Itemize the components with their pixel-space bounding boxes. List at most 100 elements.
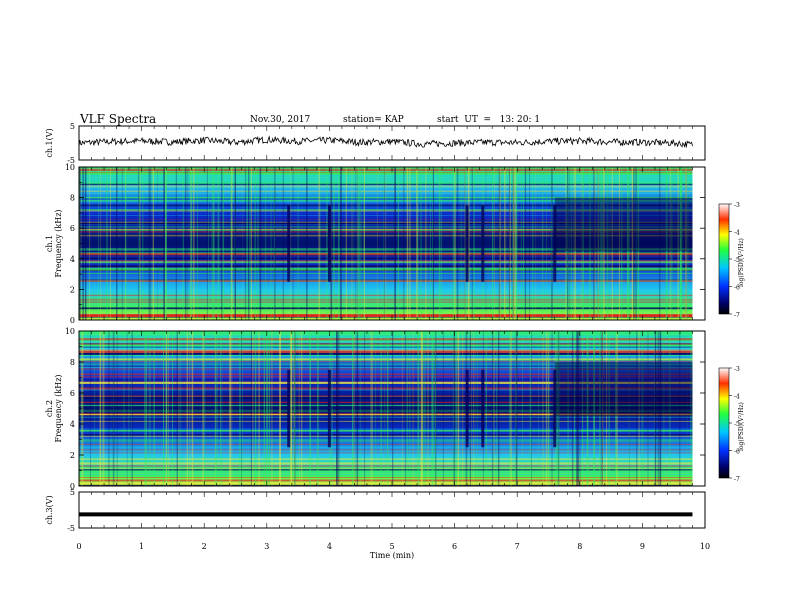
time-streak	[403, 167, 405, 320]
time-streak	[491, 331, 494, 486]
time-streak	[157, 167, 158, 320]
spectral-band	[79, 360, 693, 363]
time-streak	[597, 167, 599, 320]
time-streak	[280, 331, 281, 486]
time-streak	[603, 167, 605, 320]
time-streak	[514, 167, 517, 320]
time-streak	[144, 331, 146, 486]
time-streak	[681, 167, 683, 320]
time-streak	[165, 331, 168, 486]
spectral-band	[79, 351, 693, 353]
time-streak	[187, 167, 189, 320]
time-streak	[547, 331, 549, 486]
ch1-trace	[78, 135, 693, 148]
time-streak	[431, 331, 432, 486]
spectral-band	[79, 314, 693, 317]
time-streak	[687, 331, 688, 486]
time-streak	[90, 331, 91, 486]
time-streak	[153, 331, 155, 486]
time-streak	[197, 167, 198, 320]
time-streak	[578, 331, 580, 486]
time-streak	[635, 167, 637, 320]
time-streak	[82, 167, 84, 320]
time-streak	[417, 331, 419, 486]
time-streak	[266, 331, 268, 486]
time-streak	[681, 167, 682, 320]
time-streak	[128, 331, 130, 486]
time-streak	[635, 167, 637, 320]
spectral-band	[79, 475, 693, 477]
x-tick-label: 3	[264, 542, 269, 551]
time-streak	[392, 331, 394, 486]
time-streak	[290, 331, 292, 486]
time-streak	[406, 167, 409, 320]
x-tick-label: 9	[640, 542, 645, 551]
time-streak	[333, 167, 335, 320]
spectral-band	[79, 234, 693, 237]
time-streak	[515, 331, 518, 486]
start-time-label: start UT = 13: 20: 1	[437, 115, 541, 125]
time-streak	[509, 167, 510, 320]
time-streak	[279, 331, 281, 486]
time-streak	[616, 331, 618, 486]
time-streak	[606, 331, 608, 486]
time-streak	[454, 167, 455, 320]
time-streak	[290, 331, 291, 486]
time-streak	[336, 331, 338, 486]
time-streak	[298, 331, 300, 486]
time-streak	[254, 167, 256, 320]
spectral-band	[79, 200, 693, 202]
time-streak	[431, 331, 434, 486]
time-streak	[576, 331, 577, 486]
time-streak	[330, 167, 333, 320]
time-streak	[574, 167, 576, 320]
time-streak	[687, 167, 689, 320]
time-streak	[637, 167, 640, 320]
time-streak	[376, 167, 378, 320]
time-streak	[606, 167, 609, 320]
time-streak	[356, 167, 358, 320]
spectral-band	[79, 219, 693, 220]
spectral-band	[79, 387, 693, 390]
segment-boundary	[553, 369, 557, 448]
spectral-band	[79, 184, 693, 186]
time-streak	[353, 331, 355, 486]
time-streak	[363, 167, 365, 320]
spectral-band	[79, 215, 693, 216]
time-streak	[542, 331, 543, 486]
time-streak	[317, 331, 319, 486]
time-streak	[254, 331, 257, 486]
time-streak	[241, 331, 242, 486]
spectral-band	[79, 349, 693, 352]
time-streak	[532, 167, 534, 320]
time-streak	[509, 167, 511, 320]
segment-boundary	[465, 205, 469, 282]
spectral-band	[79, 338, 693, 341]
time-streak	[110, 167, 111, 320]
spectral-band	[79, 420, 693, 422]
time-streak	[513, 167, 515, 320]
spectral-band	[79, 471, 693, 473]
time-streak	[569, 167, 570, 320]
time-streak	[641, 331, 644, 486]
time-streak	[100, 167, 102, 320]
time-streak	[441, 167, 443, 320]
time-streak	[338, 331, 340, 486]
time-streak	[291, 331, 293, 486]
spectral-band	[79, 362, 693, 364]
colorbar-tick-label: -4	[734, 394, 740, 401]
time-streak	[452, 167, 454, 320]
time-streak	[523, 167, 525, 320]
time-streak	[371, 331, 373, 486]
time-streak	[430, 167, 431, 320]
time-streak	[510, 331, 512, 486]
y-tick-label: 0	[70, 316, 75, 325]
time-streak	[557, 331, 559, 486]
time-streak	[384, 331, 386, 486]
time-streak	[420, 167, 422, 320]
spectral-band	[79, 230, 693, 232]
time-streak	[551, 167, 553, 320]
time-streak	[165, 167, 167, 320]
time-streak	[529, 331, 532, 486]
time-streak	[263, 331, 265, 486]
